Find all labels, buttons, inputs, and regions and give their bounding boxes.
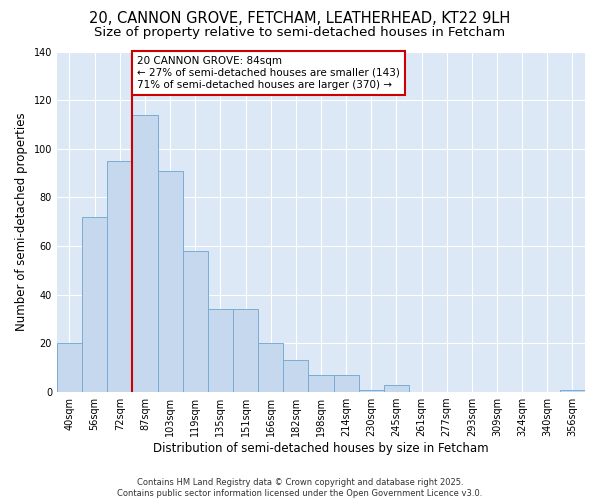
X-axis label: Distribution of semi-detached houses by size in Fetcham: Distribution of semi-detached houses by … [153, 442, 489, 455]
Bar [258, 344, 283, 392]
Bar [308, 375, 334, 392]
Bar [233, 310, 258, 392]
Y-axis label: Number of semi-detached properties: Number of semi-detached properties [15, 112, 28, 331]
Bar [57, 344, 82, 392]
Bar [334, 375, 359, 392]
Bar [208, 310, 233, 392]
Bar [82, 217, 107, 392]
Text: Contains HM Land Registry data © Crown copyright and database right 2025.
Contai: Contains HM Land Registry data © Crown c… [118, 478, 482, 498]
Bar [182, 251, 208, 392]
Bar [107, 161, 133, 392]
Bar [158, 170, 182, 392]
Bar [359, 390, 384, 392]
Text: 20, CANNON GROVE, FETCHAM, LEATHERHEAD, KT22 9LH: 20, CANNON GROVE, FETCHAM, LEATHERHEAD, … [89, 11, 511, 26]
Bar [133, 115, 158, 392]
Bar [384, 385, 409, 392]
Bar [560, 390, 585, 392]
Text: 20 CANNON GROVE: 84sqm
← 27% of semi-detached houses are smaller (143)
71% of se: 20 CANNON GROVE: 84sqm ← 27% of semi-det… [137, 56, 400, 90]
Bar [283, 360, 308, 392]
Text: Size of property relative to semi-detached houses in Fetcham: Size of property relative to semi-detach… [94, 26, 506, 39]
